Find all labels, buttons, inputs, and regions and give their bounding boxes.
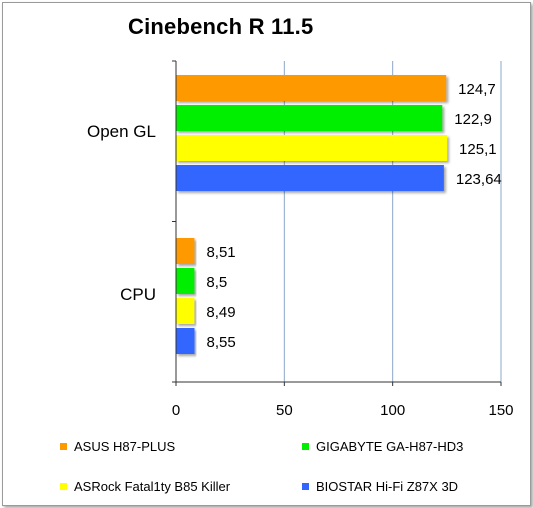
data-labels: 124,7 122,9 125,1 123,64 8,51 8,5 8,49 8,55	[206, 81, 501, 351]
data-label: 8,51	[206, 244, 235, 261]
legend-swatch	[60, 442, 67, 450]
legend-label: ASRock Fatal1ty B85 Killer	[74, 478, 231, 494]
x-tick-label: 150	[488, 402, 513, 419]
bar	[176, 298, 195, 324]
x-tick-label: 0	[172, 402, 180, 419]
data-label: 125,1	[459, 141, 497, 158]
category-label-cpu: CPU	[120, 285, 156, 304]
category-label-open-gl: Open GL	[87, 122, 156, 141]
bar	[176, 238, 195, 264]
data-label: 122,9	[454, 111, 492, 128]
bar	[176, 105, 443, 131]
legend-item: ASUS H87-PLUS	[60, 438, 175, 454]
legend-swatch	[60, 482, 67, 490]
legend-label: BIOSTAR Hi-Fi Z87X 3D	[316, 478, 459, 494]
data-label: 8,49	[206, 304, 235, 321]
legend-item: GIGABYTE GA-H87-HD3	[302, 438, 463, 454]
legend-item: ASRock Fatal1ty B85 Killer	[60, 478, 230, 494]
x-tick-label: 50	[276, 402, 293, 419]
axes: 0 50 100 150	[172, 60, 514, 419]
legend-item: BIOSTAR Hi-Fi Z87X 3D	[302, 478, 458, 494]
bar	[176, 268, 195, 294]
data-label: 123,64	[456, 171, 502, 188]
bar	[176, 135, 448, 161]
data-label: 8,55	[207, 334, 236, 351]
legend-swatch	[302, 482, 309, 490]
legend-label: GIGABYTE GA-H87-HD3	[316, 438, 464, 454]
bars	[176, 75, 448, 354]
bar	[176, 165, 444, 191]
chart-title: Cinebench R 11.5	[128, 14, 314, 39]
data-label: 8,5	[206, 274, 227, 291]
bar	[176, 75, 447, 101]
data-label: 124,7	[458, 81, 496, 98]
x-tick-label: 100	[380, 402, 405, 419]
bar	[176, 328, 195, 354]
legend-swatch	[302, 442, 309, 450]
legend-label: ASUS H87-PLUS	[74, 438, 176, 454]
